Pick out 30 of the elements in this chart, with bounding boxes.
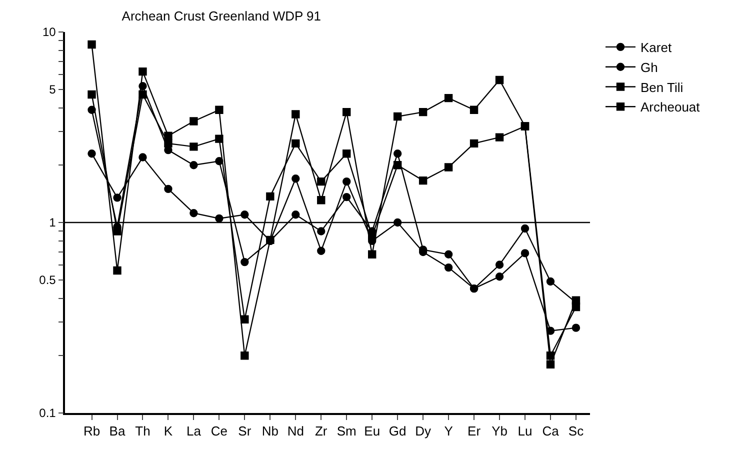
chart-title: Archean Crust Greenland WDP 91 — [122, 8, 321, 24]
x-tick-label: Ba — [109, 423, 126, 438]
x-tick-label: Y — [444, 423, 454, 438]
x-tick-label: La — [186, 423, 202, 438]
legend-label: Karet — [640, 40, 672, 56]
x-tick-label: Sc — [568, 423, 584, 438]
x-tick-label: Ca — [542, 423, 560, 438]
x-tick-label: Gd — [388, 423, 406, 438]
y-tick-label: 0.5 — [39, 273, 56, 288]
x-tick-label: K — [164, 423, 173, 438]
x-tick-label: Nd — [287, 423, 304, 438]
x-tick-label: Ce — [210, 423, 228, 438]
x-tick-label: Eu — [364, 423, 380, 438]
x-tick-label: Zr — [314, 423, 328, 438]
legend-label: Ben Tili — [640, 80, 684, 95]
legend-label: Gh — [640, 60, 658, 75]
x-tick-label: Rb — [83, 423, 100, 438]
y-tick-label: 5 — [49, 82, 56, 97]
y-tick-label: 0.1 — [39, 406, 56, 420]
x-tick-label: Sm — [336, 423, 356, 438]
x-tick-label: Nb — [262, 423, 278, 438]
legend-label: Archeouat — [640, 100, 700, 115]
x-tick-label: Sr — [238, 423, 252, 438]
y-tick-label: 1 — [49, 216, 56, 230]
x-tick-label: Er — [468, 423, 482, 438]
x-tick-label: Dy — [415, 423, 432, 438]
x-tick-label: Th — [135, 423, 150, 438]
y-tick-label: 10 — [42, 25, 56, 40]
x-tick-label: Lu — [518, 423, 532, 438]
x-tick-label: Yb — [492, 423, 508, 438]
